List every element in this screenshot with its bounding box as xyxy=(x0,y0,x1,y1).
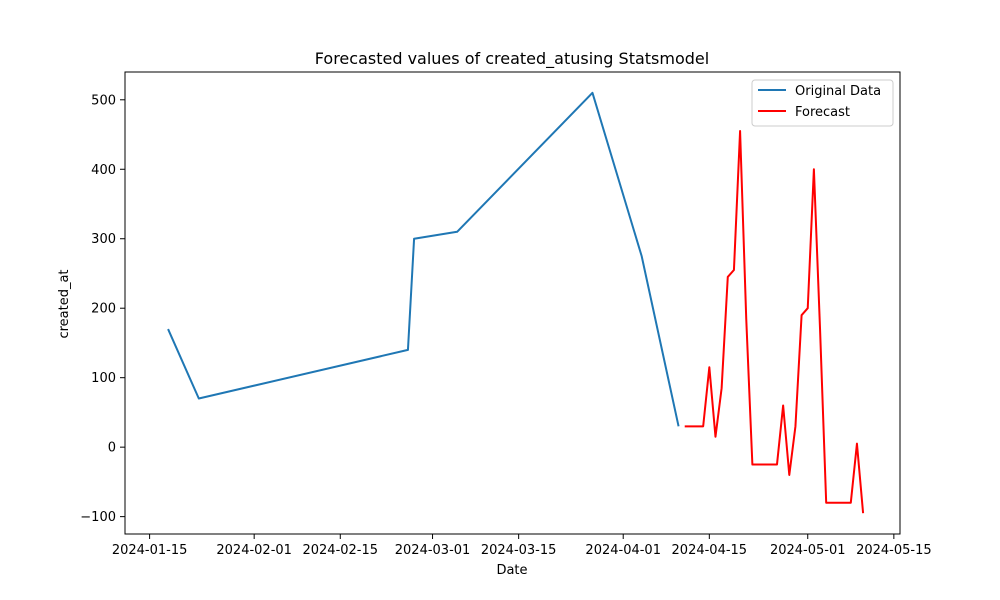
x-tick-label: 2024-04-01 xyxy=(585,543,661,558)
series-layer xyxy=(167,91,865,514)
y-tick-label: 0 xyxy=(108,441,116,456)
y-tick-label: −100 xyxy=(80,510,116,525)
y-tick-label: 400 xyxy=(91,163,116,178)
x-axis-label: Date xyxy=(496,563,527,578)
axes-layer xyxy=(124,71,901,535)
y-axis-label: created_at xyxy=(57,269,72,338)
x-tick-label: 2024-02-15 xyxy=(302,543,378,558)
y-tick-label: 500 xyxy=(91,93,116,108)
x-tick-label: 2024-05-15 xyxy=(856,543,932,558)
ticks-layer: 2024-01-15 2024-02-01 2024-02-15 2024-03-01… xyxy=(80,93,931,558)
legend-box xyxy=(751,79,894,127)
legend-label-forecast: Forecast xyxy=(795,105,850,120)
plot-frame xyxy=(124,71,901,535)
x-tick-label: 2024-05-01 xyxy=(770,543,846,558)
series-line-forecast xyxy=(684,130,865,514)
x-tick-label: 2024-01-15 xyxy=(112,543,188,558)
series-line-original-data xyxy=(167,91,680,427)
x-tick-label: 2024-04-15 xyxy=(672,543,748,558)
x-tick-label: 2024-03-01 xyxy=(395,543,471,558)
y-tick-label: 200 xyxy=(91,302,116,317)
y-tick-label: 100 xyxy=(91,371,116,386)
legend-label-original-data: Original Data xyxy=(795,84,881,99)
legend: Original Data Forecast xyxy=(751,79,894,127)
x-tick-label: 2024-02-01 xyxy=(216,543,292,558)
x-tick-label: 2024-03-15 xyxy=(481,543,557,558)
chart-title: Forecasted values of created_atusing Sta… xyxy=(315,49,709,69)
y-tick-label: 300 xyxy=(91,232,116,247)
